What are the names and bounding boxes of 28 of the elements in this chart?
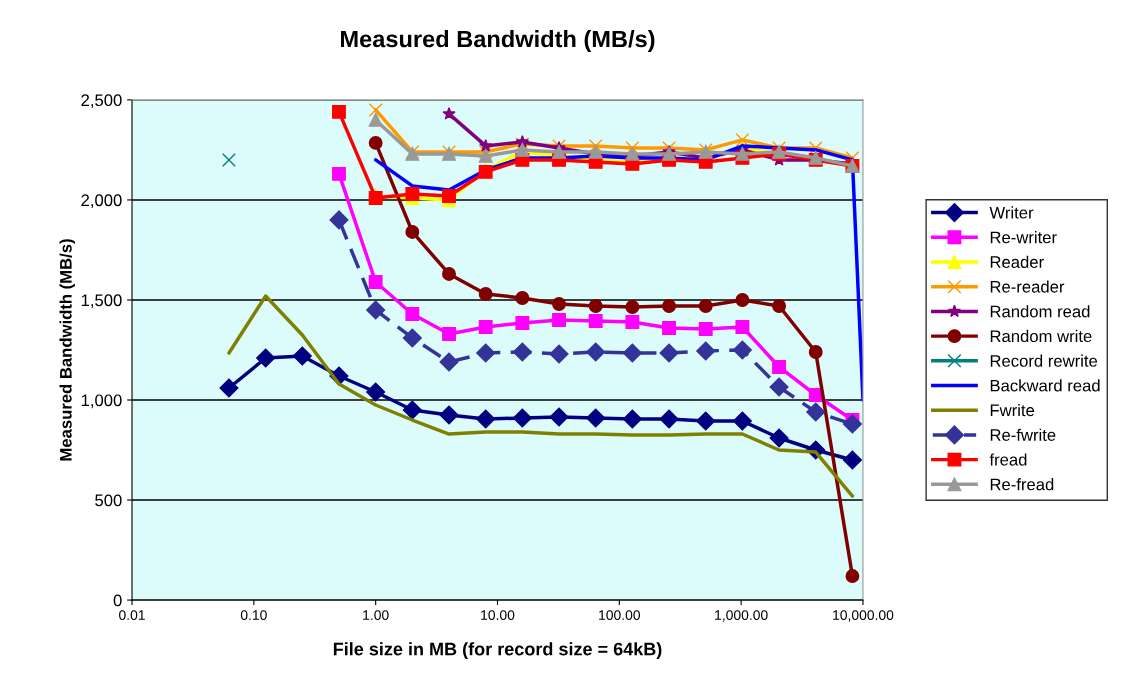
- legend-label: Re-fread: [990, 478, 1054, 491]
- y-tick-label: 1,500: [81, 294, 122, 309]
- y-tick-label: 2,500: [81, 94, 122, 109]
- legend-label: Random write: [990, 329, 1092, 343]
- x-tick-label: 100.00: [599, 610, 641, 620]
- x-tick-label: 10.00: [481, 610, 515, 620]
- y-axis-title: Measured Bandwidth (MB/s): [59, 239, 76, 461]
- chart-title: Measured Bandwidth (MB/s): [341, 30, 655, 53]
- x-tick-label: 10,000.00: [833, 610, 894, 622]
- x-tick-label: 1.00: [363, 610, 389, 620]
- legend-label: Reader: [990, 255, 1044, 268]
- x-tick-label: 1,000.00: [715, 610, 768, 622]
- y-tick-label: 2,000: [81, 194, 122, 209]
- y-tick-label: 0: [113, 594, 122, 607]
- x-tick-label: 0.10: [240, 610, 267, 620]
- legend-label: Record rewrite: [990, 354, 1098, 367]
- y-tick-label: 1,000: [81, 394, 122, 409]
- legend-label: Re-writer: [990, 231, 1057, 244]
- y-tick-label: 500: [95, 494, 122, 507]
- legend-label: Backward read: [990, 379, 1100, 392]
- legend-label: Random read: [990, 305, 1090, 318]
- x-axis-title: File size in MB (for record size = 64kB): [333, 642, 662, 660]
- legend-label: Fwrite: [990, 403, 1035, 417]
- legend-label: Writer: [989, 206, 1034, 219]
- legend-label: Re-fwrite: [990, 428, 1056, 441]
- legend-label: Re-reader: [990, 280, 1065, 293]
- x-tick-label: 0.01: [119, 610, 145, 620]
- legend-label: fread: [989, 453, 1027, 466]
